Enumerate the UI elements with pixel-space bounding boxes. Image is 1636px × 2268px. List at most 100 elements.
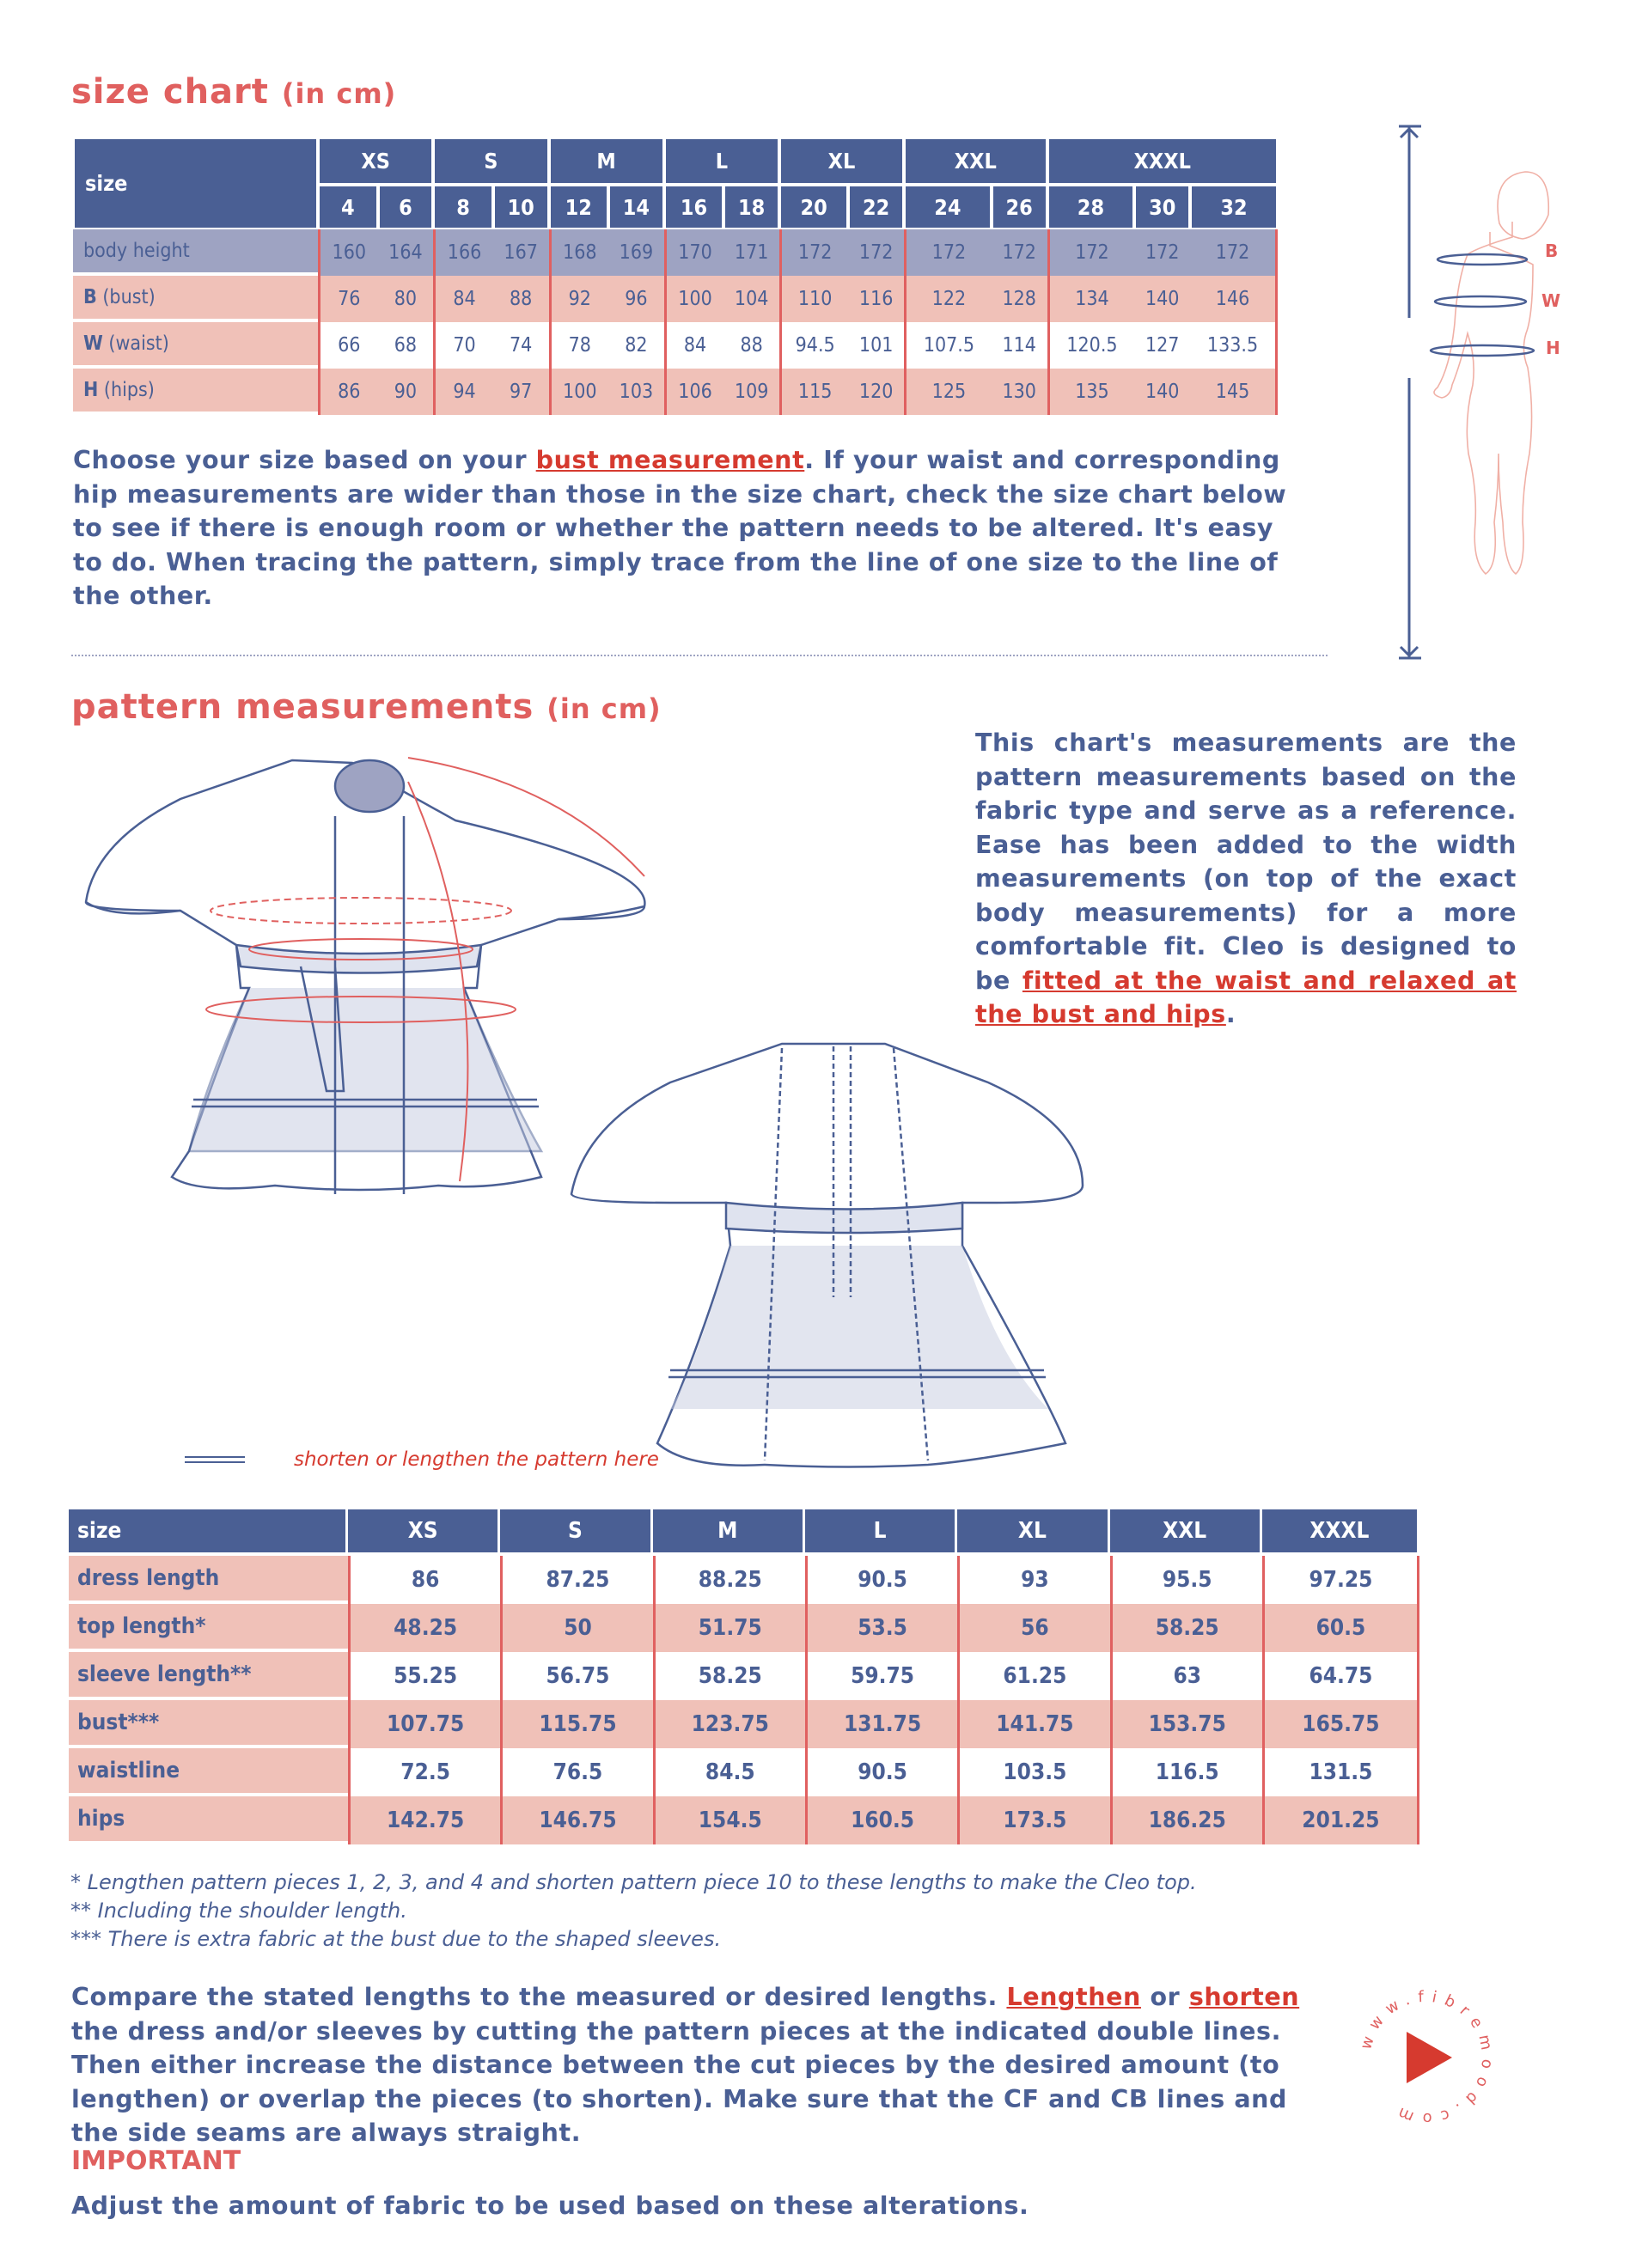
table-cell: 58.25 xyxy=(1109,1604,1262,1652)
table-cell: 55.25 xyxy=(348,1652,500,1700)
row-label: hips xyxy=(69,1796,348,1844)
table-cell: 56.75 xyxy=(500,1652,652,1700)
pattern-measurements-table: size XS S M L XL XXL XXXL dress length 86 87.25 88… xyxy=(69,1509,1419,1844)
table-row: sleeve length** 55.25 56.75 58.25 59.75 61.25… xyxy=(69,1652,1419,1700)
table-row: hips 142.75 146.75 154.5 160.5 173.5 186.25 201… xyxy=(69,1796,1419,1844)
table-cell: 88 xyxy=(723,322,779,369)
table-row: body height 160 164 166 167 168 169 170 171 172 17… xyxy=(73,229,1278,276)
table-cell: 127 xyxy=(1134,322,1191,369)
table-cell: 172 xyxy=(1047,229,1135,276)
table-cell: 146.75 xyxy=(500,1796,653,1844)
size-header: size xyxy=(69,1509,348,1556)
table-cell: 82 xyxy=(608,322,664,369)
group-header: XS xyxy=(318,137,434,185)
size-number-header: 24 xyxy=(904,185,992,229)
table-cell: 94 xyxy=(433,369,493,415)
table-cell: 74 xyxy=(492,322,549,369)
table-cell: 115.75 xyxy=(500,1700,653,1748)
size-instructions: Choose your size based on your bust meas… xyxy=(73,446,1287,610)
table-row: B (bust) 76 80 84 88 92 96 100 104 110 116 122 128 13… xyxy=(73,276,1278,322)
table-cell: 86 xyxy=(318,369,378,415)
group-header: XXXL xyxy=(1047,137,1278,185)
table-cell: 76 xyxy=(318,276,378,322)
table-cell: 145 xyxy=(1190,369,1278,415)
table-cell: 171 xyxy=(723,229,779,276)
waist-label: W xyxy=(1541,290,1560,311)
table-cell: 92 xyxy=(548,276,609,322)
row-label: body height xyxy=(73,229,318,276)
play-icon xyxy=(1407,2032,1452,2083)
table-cell: 172 xyxy=(991,229,1047,276)
row-label-letter: H xyxy=(83,379,99,401)
table-row: bust*** 107.75 115.75 123.75 131.75 141.75 153… xyxy=(69,1700,1419,1748)
measurement-arrows-icon xyxy=(205,757,645,1182)
table-cell: 166 xyxy=(433,229,493,276)
size-header: XXXL xyxy=(1261,1509,1419,1556)
table-cell: 70 xyxy=(433,322,493,369)
table-cell: 90 xyxy=(377,369,434,415)
table-cell: 160 xyxy=(318,229,378,276)
table-cell: 50 xyxy=(500,1604,653,1652)
table-cell: 167 xyxy=(492,229,549,276)
size-number-header: 32 xyxy=(1190,185,1278,229)
size-number-header: 14 xyxy=(608,185,664,229)
shorten-link[interactable]: shorten xyxy=(1188,1983,1300,2011)
table-row: waistline 72.5 76.5 84.5 90.5 103.5 116.5 131.5 xyxy=(69,1748,1419,1796)
table-cell: 101 xyxy=(848,322,904,369)
table-cell: 90.5 xyxy=(804,1556,957,1604)
group-header: M xyxy=(548,137,664,185)
table-cell: 103.5 xyxy=(957,1748,1109,1796)
table-cell: 76.5 xyxy=(500,1748,652,1796)
table-cell: 100 xyxy=(663,276,724,322)
double-line-legend-icon xyxy=(185,1456,245,1463)
table-cell: 86 xyxy=(348,1556,500,1604)
table-cell: 66 xyxy=(318,322,378,369)
group-header: L xyxy=(663,137,779,185)
table-cell: 96 xyxy=(608,276,664,322)
table-cell: 93 xyxy=(957,1556,1109,1604)
footnote: *** There is extra fabric at the bust du… xyxy=(70,1927,722,1951)
size-number-header: 26 xyxy=(991,185,1047,229)
table-cell: 84 xyxy=(433,276,493,322)
row-label: bust*** xyxy=(69,1700,348,1748)
table-cell: 64.75 xyxy=(1261,1652,1419,1700)
table-cell: 201.25 xyxy=(1261,1796,1419,1844)
compare-instructions: Compare the stated lengths to the measur… xyxy=(71,1983,1300,2147)
table-cell: 78 xyxy=(548,322,609,369)
table-cell: 131.75 xyxy=(804,1700,958,1748)
table-cell: 130 xyxy=(991,369,1047,415)
bust-measurement-link[interactable]: bust measurement xyxy=(535,446,805,474)
size-number-header: 4 xyxy=(318,185,378,229)
table-cell: 172 xyxy=(904,229,992,276)
pattern-description: This chart's measurements are the patter… xyxy=(975,729,1517,1029)
size-number-header: 10 xyxy=(492,185,549,229)
table-cell: 125 xyxy=(904,369,992,415)
table-cell: 128 xyxy=(991,276,1047,322)
size-number-header: 16 xyxy=(663,185,724,229)
important-title: IMPORTANT xyxy=(71,2146,241,2176)
table-row: W (waist) 66 68 70 74 78 82 84 88 94.5 101 107.5 114… xyxy=(73,322,1278,369)
table-cell: 131.5 xyxy=(1261,1748,1419,1796)
table-cell: 72.5 xyxy=(348,1748,500,1796)
table-cell: 59.75 xyxy=(804,1652,957,1700)
size-chart-title: size chart (in cm) xyxy=(71,72,397,112)
fibremood-logo[interactable]: www.fibremood.com xyxy=(1353,1984,1499,2131)
size-number-header: 30 xyxy=(1134,185,1191,229)
table-cell: 97.25 xyxy=(1261,1556,1419,1604)
fitted-waist-link[interactable]: fitted at the waist and relaxed at the b… xyxy=(975,966,1517,1029)
footnotes: * Lengthen pattern pieces 1, 2, 3, and 4… xyxy=(70,1869,1197,1954)
dress-front-icon xyxy=(84,759,646,1194)
table-cell: 115 xyxy=(779,369,849,415)
size-number-header: 22 xyxy=(848,185,904,229)
row-label-text: (bust) xyxy=(102,286,156,308)
table-cell: 186.25 xyxy=(1109,1796,1262,1844)
table-cell: 116 xyxy=(848,276,904,322)
lengthen-link[interactable]: Lengthen xyxy=(1006,1983,1141,2011)
row-label: top length* xyxy=(69,1604,348,1652)
bust-label: B xyxy=(1545,241,1558,261)
table-cell: 88 xyxy=(492,276,549,322)
table-cell: 141.75 xyxy=(957,1700,1110,1748)
table-cell: 61.25 xyxy=(957,1652,1109,1700)
table-cell: 165.75 xyxy=(1261,1700,1419,1748)
size-header: S xyxy=(500,1509,653,1556)
